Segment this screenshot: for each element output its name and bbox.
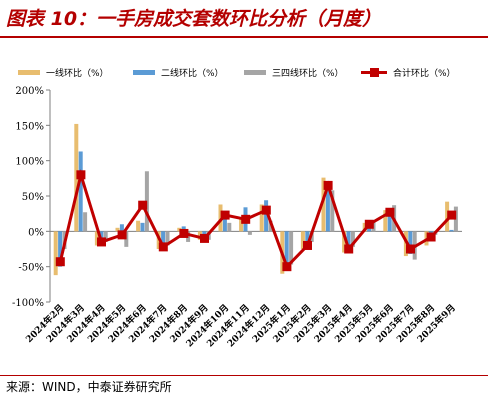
total-marker [241,214,251,224]
total-marker [261,205,271,215]
legend-label: 一线环比（%） [46,67,109,79]
bar-3 [103,231,108,242]
bar-1 [362,222,367,232]
total-marker [220,210,230,220]
total-marker [447,210,457,220]
bar-2 [264,200,269,232]
y-tick-label: 100% [15,157,44,168]
bar-1 [259,204,264,232]
bar-1 [74,123,79,232]
total-marker [200,233,209,243]
bar-1 [197,231,202,240]
y-tick-label: -50% [18,263,44,274]
total-marker [97,237,106,247]
bar-2 [449,229,454,232]
bar-1 [300,231,305,249]
total-marker [323,180,333,190]
bar-3 [330,190,335,232]
bar-2 [181,226,186,232]
legend-label: 二线环比（%） [161,67,224,79]
bar-3 [165,231,170,246]
total-marker [158,242,168,252]
bar-2 [140,222,145,232]
chart-svg: -100%-50%0%50%100%150%200%2024年2月2024年3月… [12,67,462,349]
bar-2 [325,181,330,232]
bar-3 [289,231,294,265]
total-marker [76,170,86,180]
bar-2 [408,231,413,254]
bar-2 [78,151,83,232]
bar-1 [177,227,182,232]
bar-2 [119,224,124,232]
bar-2 [161,231,166,246]
total-marker [138,200,148,210]
bar-3 [350,231,355,247]
legend-label: 合计环比（%） [393,67,456,79]
legend-label: 三四线环比（%） [272,67,344,79]
legend-swatch [244,70,266,75]
total-marker [179,228,189,238]
bar-2 [58,231,63,267]
total-marker [282,262,292,272]
bar-2 [284,231,289,267]
bar-3 [83,212,88,232]
total-marker [55,257,65,267]
total-marker [344,244,354,254]
title-divider [0,36,488,38]
y-tick-label: 150% [15,121,44,132]
bar-3 [227,222,232,232]
chart-title: 图表 10：一手房成交套数环比分析（月度） [6,8,382,30]
total-marker [406,244,415,254]
bar-2 [387,208,392,232]
bar-1 [218,204,223,232]
y-tick-label: 0% [28,227,44,238]
legend-marker [370,68,379,77]
legend-swatch [18,70,40,75]
bar-1 [342,231,347,253]
bar-1 [445,201,450,232]
bar-1 [321,177,326,232]
bar-2 [367,227,372,232]
total-line [58,169,453,270]
y-tick-label: 50% [22,192,44,203]
bar-1 [53,231,58,276]
bar-1 [383,210,388,232]
total-marker [117,230,127,240]
total-marker [303,240,312,250]
bar-1 [136,220,141,232]
bar-2 [346,231,351,252]
source-divider [0,375,488,376]
source-note: 来源：WIND，中泰证券研究所 [6,380,172,394]
bar-2 [305,231,310,249]
total-marker [364,219,374,229]
bar-2 [222,217,227,232]
y-tick-label: -100% [12,298,44,309]
y-tick-label: 200% [15,86,44,97]
bar-1 [239,217,244,232]
total-marker [385,207,395,217]
legend-swatch [133,70,155,75]
bar-1 [115,227,120,232]
bar-1 [94,231,99,246]
bar-3 [247,231,252,235]
total-marker [426,232,436,242]
